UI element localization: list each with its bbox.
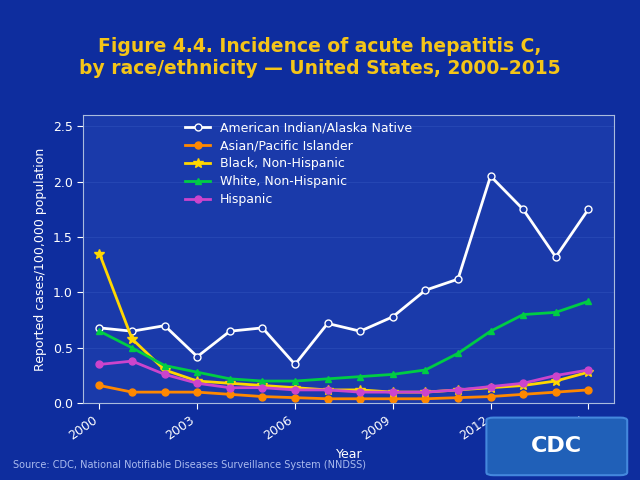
Hispanic	[422, 389, 429, 395]
White, Non-Hispanic	[519, 312, 527, 317]
Black, Non-Hispanic	[422, 389, 429, 395]
Asian/Pacific Islander	[161, 389, 168, 395]
Asian/Pacific Islander	[422, 396, 429, 402]
Black, Non-Hispanic	[161, 367, 168, 373]
Hispanic	[389, 389, 397, 395]
White, Non-Hispanic	[193, 369, 201, 375]
White, Non-Hispanic	[226, 376, 234, 382]
American Indian/Alaska Native	[291, 361, 299, 367]
Hispanic	[161, 372, 168, 377]
Asian/Pacific Islander	[193, 389, 201, 395]
Text: CDC: CDC	[531, 436, 582, 456]
Asian/Pacific Islander	[259, 394, 266, 399]
Asian/Pacific Islander	[226, 392, 234, 397]
Black, Non-Hispanic	[584, 369, 592, 375]
Asian/Pacific Islander	[584, 387, 592, 393]
White, Non-Hispanic	[584, 299, 592, 304]
American Indian/Alaska Native	[324, 321, 332, 326]
White, Non-Hispanic	[422, 367, 429, 373]
White, Non-Hispanic	[128, 345, 136, 351]
American Indian/Alaska Native	[487, 173, 495, 179]
American Indian/Alaska Native	[356, 328, 364, 334]
Hispanic	[584, 367, 592, 373]
Asian/Pacific Islander	[324, 396, 332, 402]
Asian/Pacific Islander	[389, 396, 397, 402]
American Indian/Alaska Native	[193, 354, 201, 360]
Text: Source: CDC, National Notifiable Diseases Surveillance System (NNDSS): Source: CDC, National Notifiable Disease…	[13, 460, 366, 470]
Asian/Pacific Islander	[128, 389, 136, 395]
Asian/Pacific Islander	[291, 395, 299, 400]
White, Non-Hispanic	[291, 378, 299, 384]
American Indian/Alaska Native	[454, 276, 462, 282]
Black, Non-Hispanic	[389, 389, 397, 395]
White, Non-Hispanic	[161, 363, 168, 369]
Hispanic	[356, 389, 364, 395]
Black, Non-Hispanic	[193, 378, 201, 384]
White, Non-Hispanic	[389, 372, 397, 377]
Asian/Pacific Islander	[487, 394, 495, 399]
American Indian/Alaska Native	[422, 288, 429, 293]
Text: Figure 4.4. Incidence of acute hepatitis C,
by race/ethnicity — United States, 2: Figure 4.4. Incidence of acute hepatitis…	[79, 37, 561, 78]
White, Non-Hispanic	[454, 350, 462, 356]
Black, Non-Hispanic	[487, 385, 495, 391]
Hispanic	[291, 387, 299, 393]
White, Non-Hispanic	[552, 310, 559, 315]
Asian/Pacific Islander	[95, 383, 103, 388]
American Indian/Alaska Native	[552, 254, 559, 260]
Hispanic	[95, 361, 103, 367]
American Indian/Alaska Native	[519, 206, 527, 212]
American Indian/Alaska Native	[584, 206, 592, 212]
Hispanic	[226, 385, 234, 391]
Black, Non-Hispanic	[324, 387, 332, 393]
American Indian/Alaska Native	[259, 325, 266, 331]
Black, Non-Hispanic	[259, 383, 266, 388]
Hispanic	[487, 384, 495, 389]
American Indian/Alaska Native	[389, 314, 397, 320]
American Indian/Alaska Native	[161, 323, 168, 328]
Hispanic	[259, 385, 266, 391]
Line: American Indian/Alaska Native: American Indian/Alaska Native	[96, 173, 592, 368]
American Indian/Alaska Native	[128, 328, 136, 334]
White, Non-Hispanic	[324, 376, 332, 382]
White, Non-Hispanic	[487, 328, 495, 334]
Black, Non-Hispanic	[552, 378, 559, 384]
Hispanic	[454, 387, 462, 393]
Black, Non-Hispanic	[519, 383, 527, 388]
Asian/Pacific Islander	[519, 392, 527, 397]
Black, Non-Hispanic	[128, 336, 136, 342]
White, Non-Hispanic	[259, 378, 266, 384]
Asian/Pacific Islander	[552, 389, 559, 395]
Y-axis label: Reported cases/100,000 population: Reported cases/100,000 population	[34, 147, 47, 371]
Hispanic	[552, 372, 559, 378]
Black, Non-Hispanic	[454, 387, 462, 393]
Hispanic	[128, 358, 136, 364]
Black, Non-Hispanic	[226, 380, 234, 386]
Asian/Pacific Islander	[454, 395, 462, 400]
Asian/Pacific Islander	[356, 396, 364, 402]
FancyBboxPatch shape	[486, 418, 627, 475]
Legend: American Indian/Alaska Native, Asian/Pacific Islander, Black, Non-Hispanic, Whit: American Indian/Alaska Native, Asian/Pac…	[180, 117, 417, 212]
American Indian/Alaska Native	[226, 328, 234, 334]
Hispanic	[519, 380, 527, 386]
American Indian/Alaska Native	[95, 325, 103, 331]
White, Non-Hispanic	[95, 328, 103, 334]
Black, Non-Hispanic	[291, 385, 299, 391]
Hispanic	[193, 380, 201, 386]
Line: White, Non-Hispanic: White, Non-Hispanic	[96, 298, 592, 384]
Line: Black, Non-Hispanic: Black, Non-Hispanic	[95, 249, 593, 397]
Black, Non-Hispanic	[95, 251, 103, 256]
Black, Non-Hispanic	[356, 387, 364, 393]
White, Non-Hispanic	[356, 374, 364, 380]
Line: Hispanic: Hispanic	[96, 358, 592, 396]
Line: Asian/Pacific Islander: Asian/Pacific Islander	[96, 382, 592, 402]
X-axis label: Year: Year	[335, 448, 362, 461]
Hispanic	[324, 387, 332, 393]
